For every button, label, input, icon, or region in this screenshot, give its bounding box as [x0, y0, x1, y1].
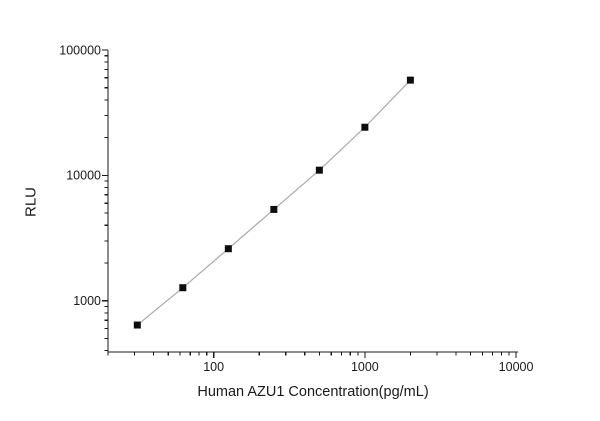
data-point-marker [133, 321, 141, 329]
y-tick-label: 1000 [73, 294, 101, 308]
data-point-marker [361, 123, 369, 131]
data-point-marker [179, 284, 187, 292]
x-tick-label: 100 [203, 360, 224, 374]
y-tick-label: 100000 [59, 43, 101, 57]
data-series-layer [133, 76, 414, 329]
x-axis-title: Human AZU1 Concentration(pg/mL) [197, 384, 428, 400]
data-point-marker [406, 76, 414, 84]
tick-labels-layer: 100 1000 10000 1000 10000 100000 [59, 43, 533, 374]
x-tick-label: 10000 [499, 360, 534, 374]
data-point-marker [270, 205, 278, 213]
data-point-marker [224, 245, 232, 253]
axis-ticks-layer [102, 49, 517, 358]
data-point-marker [315, 166, 323, 174]
standard-curve-line [136, 79, 411, 326]
y-axis-title: RLU [22, 187, 39, 217]
y-tick-label: 10000 [66, 169, 101, 183]
x-tick-label: 1000 [351, 360, 379, 374]
